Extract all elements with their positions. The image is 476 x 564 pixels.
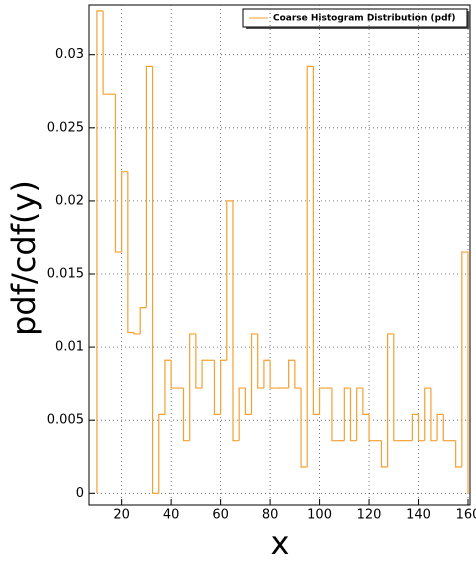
histogram-step	[114, 94, 122, 253]
histogram-step	[343, 387, 351, 441]
histogram-step	[213, 360, 221, 415]
histogram-step	[164, 359, 172, 415]
histogram-step	[368, 414, 376, 442]
histogram-step	[189, 333, 196, 441]
histogram-step	[436, 413, 444, 441]
histogram-step	[133, 332, 141, 335]
x-tick-label: 40	[163, 508, 180, 523]
x-tick-label: 80	[262, 508, 279, 523]
y-tick-label: 0.025	[47, 120, 84, 135]
histogram-step	[220, 359, 227, 415]
histogram-step	[158, 413, 165, 494]
legend: Coarse Histogram Distribution (pdf)	[242, 8, 470, 29]
y-tick-label: 0.03	[55, 47, 84, 62]
legend-box	[242, 8, 468, 28]
legend-label: Coarse Histogram Distribution (pdf)	[273, 14, 456, 24]
x-tick-label: 20	[113, 508, 130, 523]
histogram-step	[455, 440, 462, 468]
y-tick-label: 0.005	[47, 413, 84, 428]
histogram-step	[127, 171, 135, 334]
histogram-step	[380, 440, 388, 468]
histogram-step	[182, 388, 190, 442]
histogram-step	[312, 66, 320, 415]
histogram-step	[250, 333, 258, 415]
histogram-step	[288, 359, 295, 389]
histogram-step	[145, 65, 153, 308]
histogram-step	[349, 388, 357, 442]
plot-frame	[88, 4, 471, 506]
x-tick-label: 140	[406, 508, 431, 523]
histogram-step	[461, 251, 469, 494]
histogram-step	[393, 333, 400, 442]
histogram-step	[263, 359, 271, 389]
histogram-step	[232, 200, 240, 442]
histogram-step	[362, 388, 370, 415]
y-tick-label: 0.01	[55, 340, 84, 355]
histogram-step	[411, 413, 419, 441]
histogram-step	[387, 333, 394, 467]
histogram-step	[318, 387, 326, 415]
y-tick-label: 0.015	[47, 267, 84, 282]
histogram-step	[201, 359, 209, 389]
histogram-step	[96, 10, 104, 494]
histogram-step	[102, 10, 110, 95]
histogram-step	[331, 388, 339, 442]
histogram-step	[170, 360, 178, 389]
x-tick-label: 60	[212, 508, 229, 523]
histogram-step	[238, 387, 246, 441]
histogram-step	[244, 388, 252, 415]
histogram-step	[226, 200, 233, 361]
x-axis-label: x	[271, 524, 290, 562]
histogram-step	[417, 414, 425, 442]
histogram-step	[151, 66, 159, 494]
histogram-step	[121, 171, 128, 253]
x-tick-label: 120	[357, 508, 382, 523]
histogram-step	[257, 333, 264, 389]
histogram-step	[442, 414, 450, 442]
histogram-step	[139, 307, 147, 334]
histogram-step	[424, 387, 431, 441]
x-tick-label: 160	[456, 508, 476, 523]
histogram-step	[294, 360, 302, 389]
histogram-step	[195, 333, 203, 389]
histogram-step	[269, 360, 277, 389]
y-tick-label: 0.02	[55, 193, 84, 208]
histogram-step	[356, 387, 363, 441]
histogram-step	[306, 65, 314, 467]
histogram-step	[430, 388, 438, 442]
y-axis-label: pdf/cdf(y)	[5, 180, 43, 336]
y-tick-label: 0	[76, 486, 84, 501]
x-tick-label: 100	[307, 508, 332, 523]
histogram-step	[300, 388, 308, 468]
